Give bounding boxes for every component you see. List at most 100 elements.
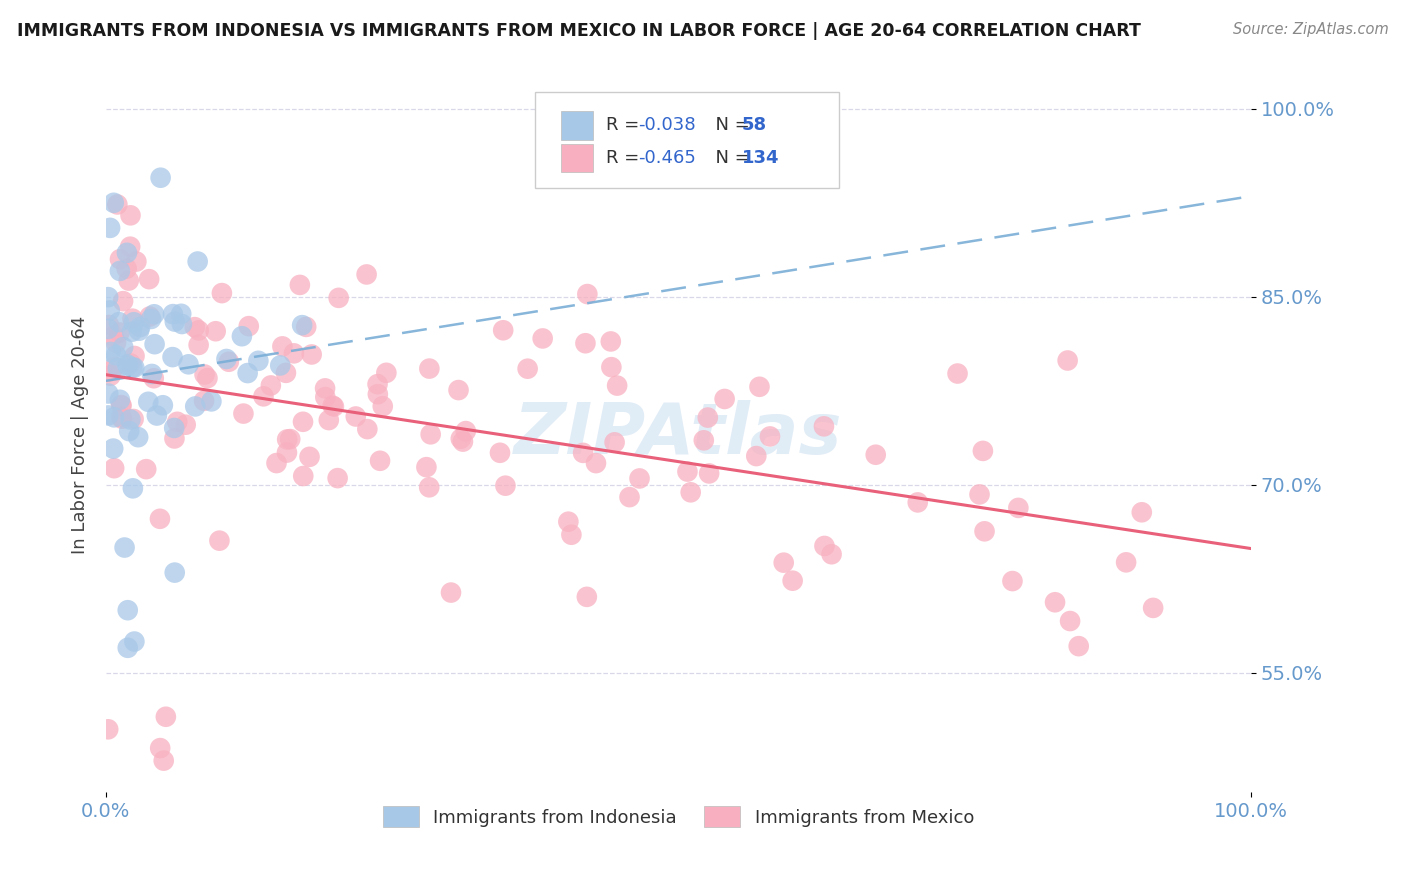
Point [139, 312, 162, 326]
Point [103, 195, 125, 210]
Point [288, 277, 311, 292]
Point [174, 417, 197, 432]
Point [328, 291, 350, 305]
Point [238, 319, 260, 334]
Point [152, 398, 174, 412]
FancyBboxPatch shape [561, 144, 592, 172]
Point [139, 310, 162, 324]
Text: Source: ZipAtlas.com: Source: ZipAtlas.com [1233, 22, 1389, 37]
Point [193, 368, 215, 382]
FancyBboxPatch shape [536, 92, 839, 188]
Point [291, 318, 314, 333]
Text: 134: 134 [741, 149, 779, 167]
Text: 58: 58 [741, 116, 766, 134]
Text: R =: R = [606, 149, 645, 167]
Point [149, 512, 172, 526]
Text: IMMIGRANTS FROM INDONESIA VS IMMIGRANTS FROM MEXICO IN LABOR FORCE | AGE 20-64 C: IMMIGRANTS FROM INDONESIA VS IMMIGRANTS … [17, 22, 1140, 40]
Point [418, 361, 440, 376]
Point [269, 359, 291, 373]
Point [745, 449, 768, 463]
Point [292, 469, 315, 483]
FancyBboxPatch shape [561, 111, 592, 139]
Point [451, 434, 474, 449]
Point [356, 422, 378, 436]
Point [103, 442, 125, 456]
Text: R =: R = [606, 116, 645, 134]
Point [112, 340, 135, 354]
Point [713, 392, 735, 406]
Point [163, 421, 186, 435]
Point [326, 471, 349, 485]
Point [97, 386, 120, 401]
Point [322, 399, 344, 413]
Point [367, 387, 389, 401]
Point [344, 409, 367, 424]
Point [454, 424, 477, 438]
Point [187, 338, 209, 352]
Point [576, 287, 599, 301]
Point [107, 361, 129, 376]
Point [108, 315, 131, 329]
Point [135, 462, 157, 476]
Point [415, 460, 437, 475]
Text: ZIPAtlas: ZIPAtlas [515, 401, 842, 469]
Point [110, 398, 132, 412]
Point [103, 461, 125, 475]
Point [318, 413, 340, 427]
Point [193, 393, 215, 408]
Point [1142, 601, 1164, 615]
Point [163, 432, 186, 446]
Point [516, 361, 538, 376]
Point [260, 378, 283, 392]
Point [972, 443, 994, 458]
Point [314, 381, 336, 395]
Point [138, 272, 160, 286]
Point [276, 445, 298, 459]
Point [183, 320, 205, 334]
Point [973, 524, 995, 539]
Point [108, 252, 131, 267]
Point [97, 318, 120, 332]
Point [105, 348, 128, 362]
Point [155, 710, 177, 724]
Point [232, 407, 254, 421]
Point [447, 383, 470, 397]
Point [162, 350, 184, 364]
Point [149, 741, 172, 756]
Point [1001, 574, 1024, 588]
Point [122, 315, 145, 329]
Point [494, 478, 516, 492]
Point [105, 335, 128, 350]
Point [1059, 614, 1081, 628]
Point [292, 415, 315, 429]
Point [603, 435, 626, 450]
Point [278, 432, 301, 446]
Point [104, 359, 127, 374]
Point [120, 240, 142, 254]
Point [560, 527, 582, 541]
Point [97, 723, 120, 737]
Point [110, 410, 132, 425]
Point [697, 467, 720, 481]
Point [103, 329, 125, 343]
Point [946, 367, 969, 381]
Point [149, 170, 172, 185]
Point [572, 446, 595, 460]
Point [111, 411, 134, 425]
Point [211, 286, 233, 301]
Point [1056, 353, 1078, 368]
Point [440, 585, 463, 599]
Point [120, 208, 142, 222]
Point [117, 603, 139, 617]
Point [218, 355, 240, 369]
Point [679, 485, 702, 500]
Point [108, 326, 131, 340]
Point [696, 410, 718, 425]
Point [208, 533, 231, 548]
Point [298, 450, 321, 464]
Point [121, 325, 143, 339]
Point [124, 634, 146, 648]
Point [676, 465, 699, 479]
Point [97, 290, 120, 304]
Point [115, 245, 138, 260]
